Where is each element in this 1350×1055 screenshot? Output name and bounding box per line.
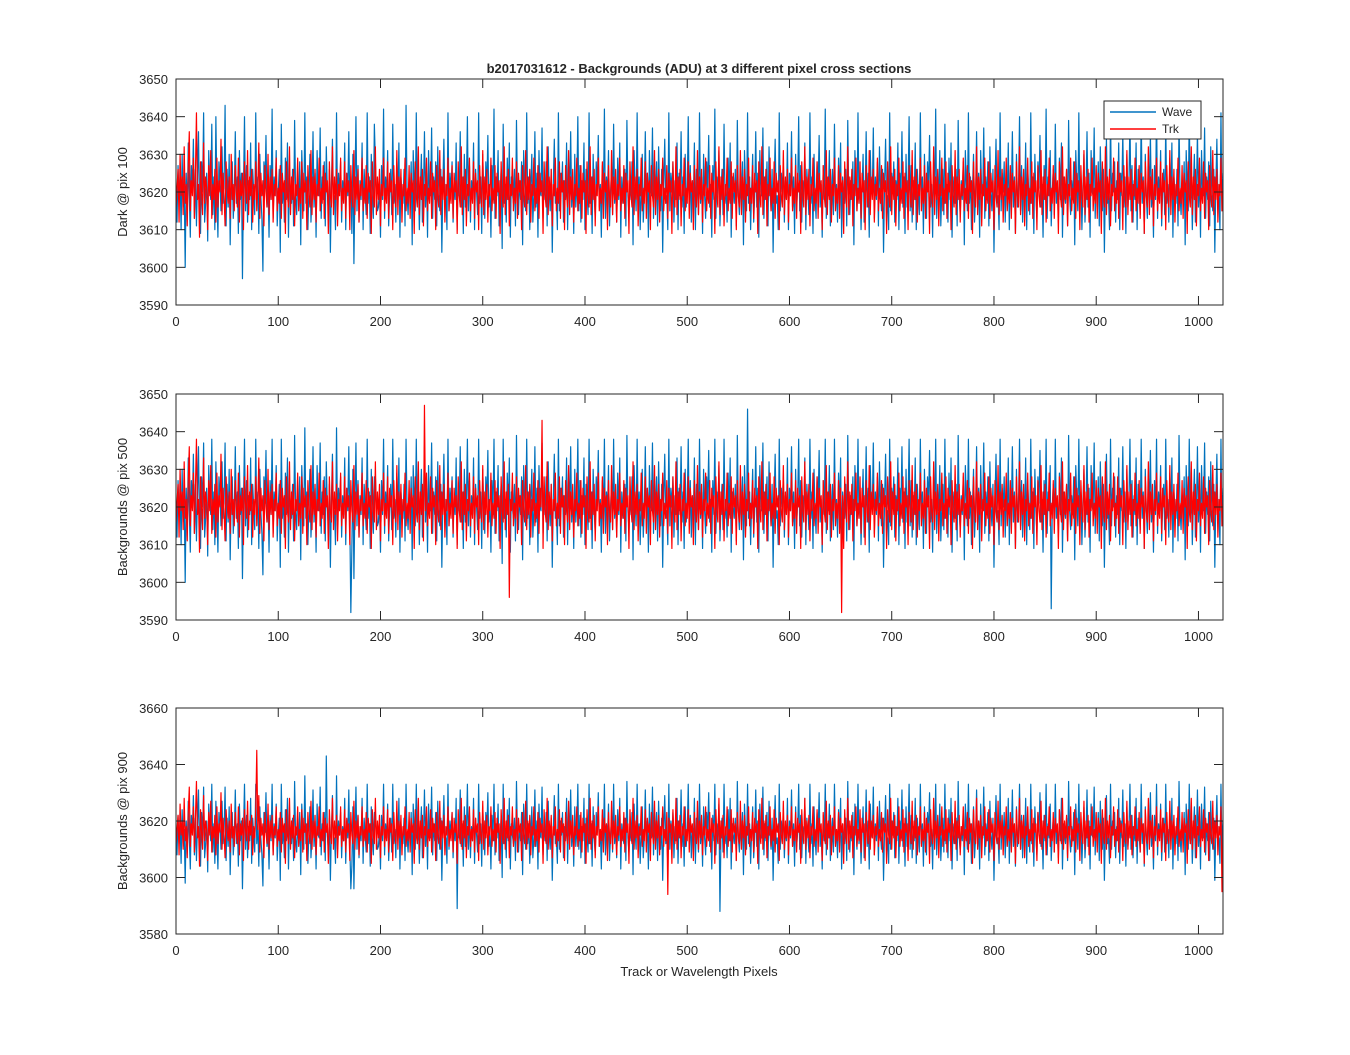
x-tick-label: 0 [172, 943, 179, 958]
x-tick-label: 500 [676, 629, 698, 644]
x-tick-label: 1000 [1184, 629, 1213, 644]
x-tick-label: 800 [983, 943, 1005, 958]
y-tick-label: 3610 [139, 223, 168, 238]
y-tick-label: 3660 [139, 701, 168, 716]
x-tick-label: 200 [370, 314, 392, 329]
y-tick-label: 3640 [139, 110, 168, 125]
x-tick-label: 400 [574, 314, 596, 329]
y-tick-label: 3620 [139, 814, 168, 829]
y-tick-label: 3630 [139, 462, 168, 477]
subplots-group: 0 100 200 300 400 500 600 700 800 900 100035903600… [115, 72, 1224, 958]
series-line-trk [176, 749, 1223, 896]
x-tick-label: 100 [267, 629, 289, 644]
x-tick-label: 300 [472, 314, 494, 329]
x-tick-label: 500 [676, 943, 698, 958]
x-tick-label: 300 [472, 629, 494, 644]
x-tick-label: 800 [983, 629, 1005, 644]
x-tick-label: 600 [779, 314, 801, 329]
y-tick-label: 3640 [139, 758, 168, 773]
y-tick-label: 3600 [139, 575, 168, 590]
subplot-1: 0 100 200 300 400 500 600 700 800 900 1000 3590 3600… [115, 72, 1224, 329]
x-tick-label: 200 [370, 943, 392, 958]
y-tick-label: 3620 [139, 185, 168, 200]
y-axis-label: Dark @ pix 100 [115, 147, 130, 237]
y-axis-label: Backgrounds @ pix 500 [115, 438, 130, 576]
x-tick-label: 300 [472, 943, 494, 958]
y-tick-label: 3610 [139, 538, 168, 553]
x-tick-label: 1000 [1184, 943, 1213, 958]
legend-box [1103, 100, 1202, 140]
x-tick-label: 900 [1085, 943, 1107, 958]
x-tick-label: 800 [983, 314, 1005, 329]
x-tick-label: 0 [172, 629, 179, 644]
x-tick-label: 500 [676, 314, 698, 329]
series-line-trk [176, 404, 1223, 614]
subplot-2: 0 100 200 300 400 500 600 700 800 900 1000 3590 3600… [115, 387, 1224, 644]
legend-label-wave: Wave [1162, 105, 1193, 119]
x-tick-label: 1000 [1184, 314, 1213, 329]
y-axis-label: Backgrounds @ pix 900 [115, 752, 130, 890]
x-tick-label: 400 [574, 943, 596, 958]
x-tick-label: 0 [172, 314, 179, 329]
x-tick-label: 600 [779, 629, 801, 644]
x-tick-label: 700 [881, 629, 903, 644]
x-tick-label: 600 [779, 943, 801, 958]
y-tick-label: 3640 [139, 425, 168, 440]
y-tick-label: 3580 [139, 927, 168, 942]
legend-label-trk: Trk [1162, 122, 1180, 136]
x-tick-label: 400 [574, 629, 596, 644]
series-line-trk [176, 112, 1223, 238]
subplot-3: 0 100 200 300 400 500 600 700 800 900 1000 3580 3600… [115, 701, 1224, 958]
x-tick-label: 100 [267, 314, 289, 329]
y-tick-label: 3590 [139, 298, 168, 313]
x-axis-label: Track or Wavelength Pixels [620, 964, 778, 979]
y-tick-label: 3650 [139, 72, 168, 87]
y-tick-label: 3590 [139, 613, 168, 628]
y-tick-label: 3650 [139, 387, 168, 402]
y-tick-label: 3620 [139, 500, 168, 515]
y-tick-label: 3600 [139, 871, 168, 886]
x-tick-label: 100 [267, 943, 289, 958]
legend: Wave Trk [1103, 100, 1202, 140]
chart-title: b2017031612 - Backgrounds (ADU) at 3 dif… [487, 61, 912, 76]
x-tick-label: 700 [881, 943, 903, 958]
x-tick-label: 900 [1085, 314, 1107, 329]
x-tick-label: 900 [1085, 629, 1107, 644]
y-tick-label: 3600 [139, 260, 168, 275]
x-tick-label: 700 [881, 314, 903, 329]
y-tick-label: 3630 [139, 147, 168, 162]
x-tick-label: 200 [370, 629, 392, 644]
